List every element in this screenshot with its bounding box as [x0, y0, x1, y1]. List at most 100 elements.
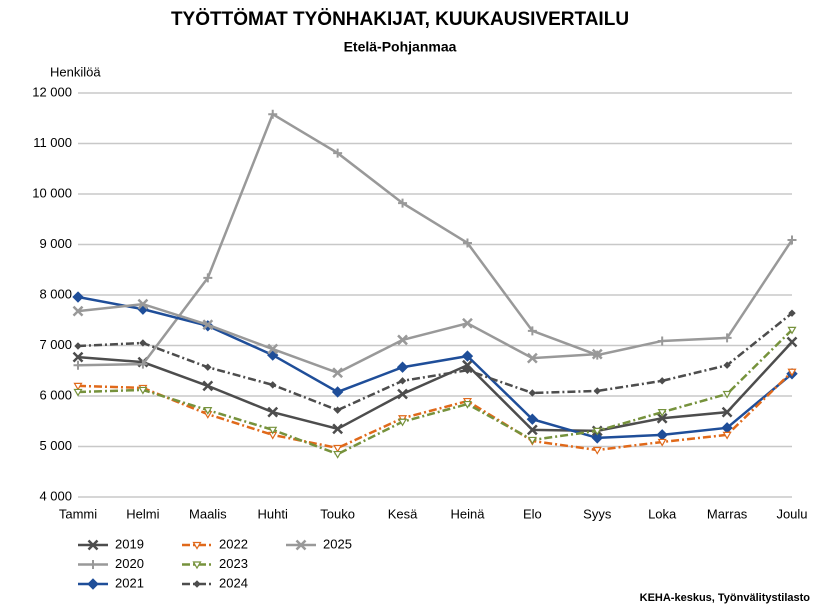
data-point [786, 336, 798, 348]
data-point [787, 326, 797, 335]
data-point [268, 109, 278, 119]
data-point [657, 438, 667, 447]
x-tick-label: Huhti [258, 506, 288, 521]
data-point [657, 336, 667, 346]
legend-label: 2023 [219, 556, 248, 571]
legend-label: 2019 [115, 536, 144, 551]
data-point [722, 333, 732, 343]
data-point [461, 350, 474, 362]
legend-label: 2025 [323, 536, 352, 551]
data-point [656, 429, 668, 441]
y-axis-label: Henkilöä [50, 64, 101, 79]
data-point [138, 386, 148, 395]
data-point [269, 381, 277, 389]
data-point [591, 432, 603, 444]
x-tick-label: Syys [583, 506, 612, 521]
data-point [333, 148, 343, 158]
data-point [722, 431, 732, 440]
x-tick-label: Loka [648, 506, 677, 521]
data-point [73, 388, 83, 397]
series-line [77, 370, 793, 452]
x-tick-label: Marras [707, 506, 748, 521]
series-line [77, 328, 793, 456]
data-point [139, 339, 147, 347]
x-tick-label: Touko [320, 506, 355, 521]
data-point [267, 343, 279, 355]
data-point [721, 406, 733, 418]
legend-label: 2024 [219, 575, 248, 590]
legend-label: 2020 [115, 556, 144, 571]
data-point [658, 377, 666, 385]
data-point [527, 326, 537, 336]
legend-marker [192, 561, 202, 570]
data-point [526, 352, 538, 364]
data-point [593, 387, 601, 395]
data-point [591, 348, 603, 360]
chart-title: TYÖTTÖMAT TYÖNHAKIJAT, KUUKAUSIVERTAILU [171, 9, 629, 30]
legend-label: 2022 [219, 536, 248, 551]
chart-subtitle: Etelä-Pohjanmaa [344, 39, 457, 55]
legend-marker [192, 541, 202, 550]
x-tick-label: Helmi [126, 506, 159, 521]
series-line [77, 341, 793, 433]
y-tick-label: 11 000 [33, 135, 72, 150]
data-point [528, 389, 537, 397]
x-tick-label: Tammi [59, 506, 97, 521]
legend-label: 2021 [115, 575, 144, 590]
data-point [72, 291, 84, 303]
data-point [202, 319, 214, 331]
data-point [398, 377, 407, 385]
data-point [331, 386, 344, 398]
data-point [138, 359, 148, 369]
data-point [462, 238, 472, 248]
x-tick-label: Heinä [450, 506, 485, 521]
source: KEHA-keskus, Työnvälitystilasto [640, 592, 811, 604]
data-point [526, 424, 538, 436]
y-tick-label: 5 000 [39, 438, 72, 453]
data-point [333, 406, 342, 414]
data-point [787, 235, 797, 245]
y-tick-label: 7 000 [39, 337, 72, 352]
data-point [332, 367, 344, 379]
y-tick-label: 6 000 [39, 387, 72, 402]
data-point [787, 368, 797, 377]
data-point [722, 390, 732, 399]
data-point [202, 380, 214, 392]
data-point [72, 305, 84, 317]
data-point [333, 444, 343, 453]
data-point [204, 363, 212, 371]
data-point [268, 426, 278, 435]
data-point [267, 406, 279, 418]
y-tick-label: 9 000 [39, 236, 72, 251]
data-point [656, 412, 668, 424]
data-point [332, 423, 344, 435]
series-line [77, 312, 793, 412]
y-tick-label: 10 000 [32, 185, 72, 200]
data-point [333, 450, 343, 459]
data-point [463, 366, 472, 374]
y-tick-label: 8 000 [39, 286, 72, 301]
data-point [526, 413, 539, 425]
data-point [592, 427, 602, 436]
legend-marker [88, 560, 98, 569]
data-point [74, 342, 82, 350]
x-tick-label: Kesä [388, 506, 418, 521]
data-point [462, 359, 473, 371]
series-line [77, 295, 793, 440]
data-point [398, 198, 408, 208]
legend-marker [87, 578, 99, 590]
y-tick-label: 4 000 [39, 488, 72, 503]
x-tick-label: Maalis [189, 506, 227, 521]
data-point [72, 351, 84, 363]
data-point [788, 309, 796, 317]
data-point [527, 436, 537, 445]
data-point [398, 418, 408, 427]
data-point [592, 446, 602, 455]
data-point [73, 382, 83, 391]
y-tick-label: 12 000 [32, 84, 72, 99]
x-tick-label: Elo [523, 506, 542, 521]
data-point [137, 298, 149, 310]
data-point [723, 361, 731, 369]
legend-marker [87, 539, 99, 551]
